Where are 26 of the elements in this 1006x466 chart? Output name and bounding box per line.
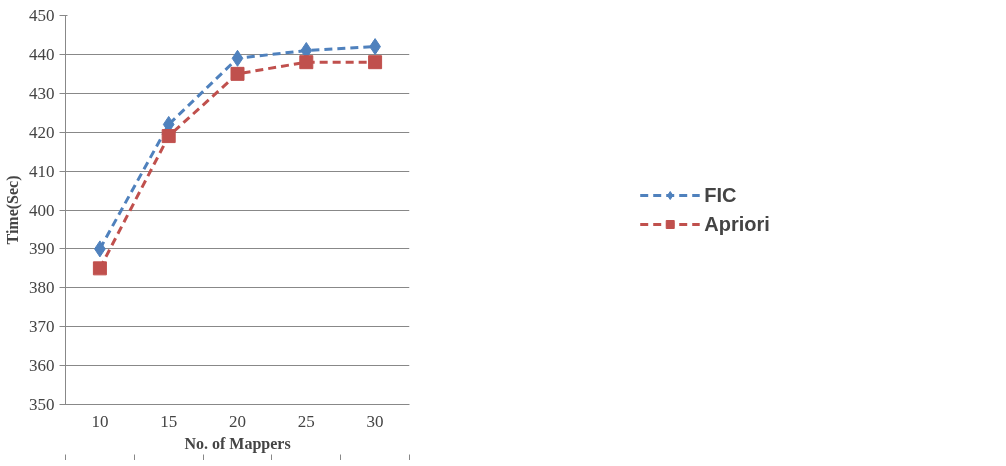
x-tick-label: 20 (229, 411, 246, 431)
point (230, 66, 245, 81)
y-tick-label: 380 (29, 278, 55, 298)
y-tick-label: 430 (29, 83, 55, 103)
y-tick-label: 370 (29, 317, 55, 337)
y-axis-title: Time(Sec) (4, 175, 22, 245)
x-axis-title: No. of Mappers (184, 434, 291, 453)
x-tick-label: 30 (366, 411, 384, 431)
legend-label: FIC (704, 183, 737, 207)
y-tick-label: 350 (29, 395, 55, 414)
y-tick-label: 420 (29, 122, 55, 142)
y-tick-label: 390 (29, 239, 55, 259)
legend-label: Apriori (704, 212, 770, 236)
y-tick-label: 450 (29, 6, 55, 25)
point (92, 261, 107, 276)
point (161, 129, 176, 144)
point (299, 55, 314, 70)
x-tick-label: 25 (297, 411, 315, 431)
point (368, 55, 383, 70)
y-tick-label: 410 (29, 161, 55, 181)
y-tick-label: 440 (29, 44, 55, 64)
x-tick-label: 10 (91, 411, 109, 431)
y-tick-label: 360 (29, 356, 55, 376)
x-tick-label: 15 (160, 411, 178, 431)
point (231, 49, 244, 67)
y-tick-label: 400 (29, 200, 55, 220)
